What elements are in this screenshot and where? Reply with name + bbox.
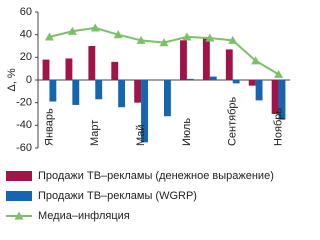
line-marker — [228, 35, 238, 44]
y-tick-label: 20 — [20, 51, 32, 63]
chart: Δ, % -60 -40 -20 0 20 40 60 Январь Март Май Июль Се… — [6, 6, 290, 222]
y-tick-label: -20 — [16, 97, 32, 109]
x-tick-label: Сентябрь — [227, 96, 239, 146]
bar — [209, 76, 217, 80]
bar — [72, 80, 80, 105]
x-tick-label: Март — [89, 120, 101, 146]
legend-swatch — [14, 211, 24, 220]
y-tick-label: -60 — [16, 142, 32, 154]
legend-label: Медиа–инфляция — [38, 210, 130, 222]
line — [49, 26, 280, 76]
bar — [95, 80, 103, 100]
y-axis-label: Δ, % — [6, 68, 18, 91]
bar — [111, 61, 119, 80]
line-marker — [136, 35, 146, 44]
line-marker — [205, 33, 215, 42]
x-tick-label: Июль — [181, 118, 193, 146]
line-marker — [44, 32, 54, 41]
bar — [202, 38, 210, 80]
bar — [118, 80, 126, 108]
bar — [248, 80, 256, 86]
legend-swatch — [6, 171, 32, 181]
legend-label: Продажи ТВ–рекламы (WGRP) — [38, 190, 197, 202]
bar — [88, 46, 96, 80]
x-tick-label: Январь — [43, 108, 55, 146]
y-tick-label: -40 — [16, 119, 32, 131]
line-marker — [113, 30, 123, 39]
bar — [271, 80, 279, 114]
page: {"chart_data":{"type":"bar-line","y_labe… — [5, 5, 290, 222]
bar — [141, 80, 148, 143]
x-tick-label: Май — [135, 124, 147, 146]
bar — [278, 80, 286, 120]
bar — [186, 78, 194, 80]
y-tick-label: 40 — [20, 29, 32, 41]
legend-swatch — [6, 191, 32, 201]
line-marker — [274, 69, 284, 78]
bar — [164, 80, 171, 117]
bar — [255, 80, 263, 101]
y-tick-label: 0 — [26, 74, 32, 86]
bar — [232, 80, 240, 84]
line-marker — [90, 23, 100, 32]
y-tick-label: 60 — [20, 6, 32, 18]
legend-label: Продажи ТВ–рекламы (денежное выражение) — [38, 170, 274, 182]
bar — [134, 80, 142, 103]
line-marker — [251, 56, 261, 65]
bar — [42, 59, 50, 80]
bar — [65, 58, 73, 80]
line-marker — [182, 32, 192, 41]
bar — [225, 49, 233, 80]
line-marker — [159, 38, 169, 47]
line-marker — [67, 26, 77, 35]
bar — [180, 40, 187, 80]
bar — [49, 80, 57, 102]
x-tick-label: Ноябрь — [272, 108, 284, 146]
